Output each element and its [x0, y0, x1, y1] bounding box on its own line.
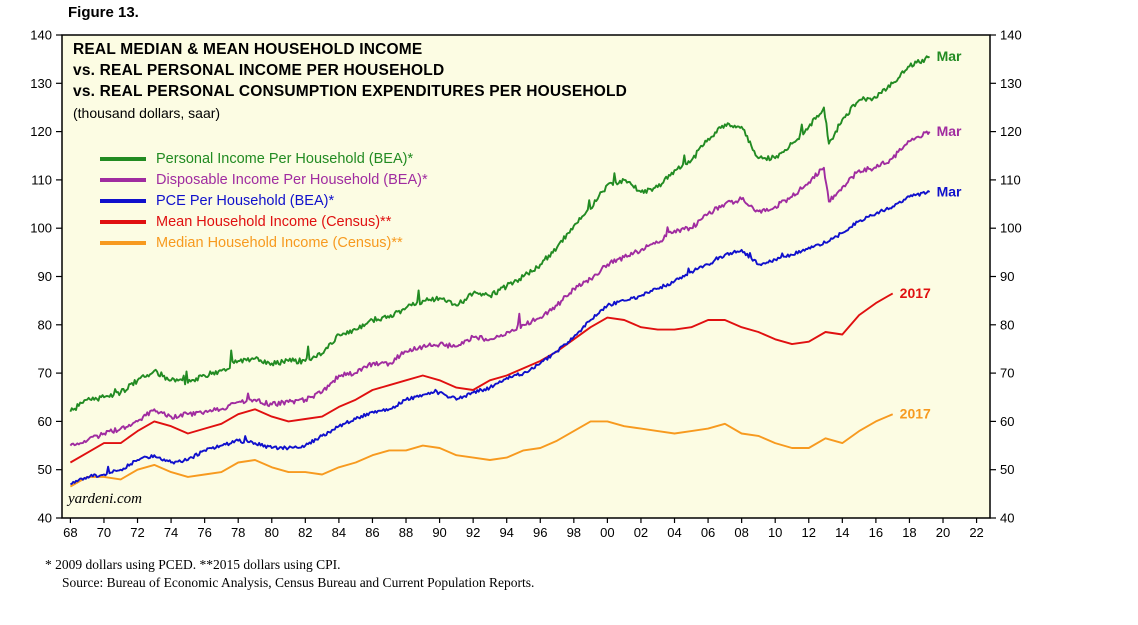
series-end-label-personal-income-per-household-bea: Mar [937, 48, 962, 64]
x-axis-label: 06 [701, 525, 715, 540]
x-axis-label: 04 [667, 525, 681, 540]
series-line-personal-income-per-household-bea [69, 55, 931, 413]
x-axis-label: 74 [164, 525, 178, 540]
y-axis-label-left: 140 [30, 28, 52, 43]
x-axis-label: 72 [130, 525, 144, 540]
y-axis-label-left: 50 [38, 462, 52, 477]
footnotes: * 2009 dollars using PCED. **2015 dollar… [45, 556, 534, 591]
y-axis-label-left: 40 [38, 511, 52, 526]
legend-label: Median Household Income (Census)** [156, 234, 403, 251]
y-axis-label-right: 90 [1000, 269, 1014, 284]
legend-label: Disposable Income Per Household (BEA)* [156, 171, 428, 188]
y-axis-label-left: 80 [38, 317, 52, 332]
x-axis-label: 70 [97, 525, 111, 540]
series-line-mean-household-income-census [69, 292, 894, 464]
legend-label: Personal Income Per Household (BEA)* [156, 150, 414, 167]
y-axis-label-left: 110 [31, 172, 52, 187]
y-axis-label-left: 90 [38, 269, 52, 284]
legend-swatch-purple-line [100, 177, 146, 182]
legend-item: Mean Household Income (Census)** [100, 211, 428, 232]
x-axis-label: 08 [734, 525, 748, 540]
legend-item: Disposable Income Per Household (BEA)* [100, 169, 428, 190]
legend-swatch-orange-line [100, 240, 146, 245]
x-axis-label: 20 [936, 525, 950, 540]
figure-label: Figure 13. [68, 4, 139, 21]
x-axis-label: 68 [63, 525, 77, 540]
x-axis-label: 90 [432, 525, 446, 540]
x-axis-label: 12 [802, 525, 816, 540]
plot-area [62, 35, 990, 518]
plot-border [61, 34, 991, 519]
x-axis-label: 18 [902, 525, 916, 540]
x-axis-label: 94 [499, 525, 513, 540]
x-axis-label: 84 [332, 525, 346, 540]
x-axis-label: 22 [969, 525, 983, 540]
y-axis-label-right: 120 [1000, 124, 1022, 139]
x-axis-label: 80 [265, 525, 279, 540]
chart-subtitle: (thousand dollars, saar) [73, 105, 221, 121]
legend-item: PCE Per Household (BEA)* [100, 190, 428, 211]
series-end-label-pce-per-household-bea: Mar [937, 183, 962, 199]
y-axis-label-right: 140 [1000, 28, 1022, 43]
y-axis-label-left: 130 [30, 76, 52, 91]
series-line-pce-per-household-bea [70, 190, 931, 486]
title-line-3: vs. REAL PERSONAL CONSUMPTION EXPENDITUR… [73, 83, 628, 100]
series-end-label-median-household-income-census: 2017 [900, 406, 931, 422]
title-line-1: REAL MEDIAN & MEAN HOUSEHOLD INCOME [73, 41, 423, 58]
y-axis-label-right: 130 [1000, 76, 1022, 91]
legend-label: PCE Per Household (BEA)* [156, 192, 335, 209]
legend-swatch-red-line [100, 219, 146, 224]
series-end-label-disposable-income-per-household-bea: Mar [937, 123, 962, 139]
x-axis-label: 10 [768, 525, 782, 540]
y-axis-label-right: 70 [1000, 366, 1014, 381]
legend-swatch-green-line [100, 156, 146, 161]
series-end-label-mean-household-income-census: 2017 [900, 285, 931, 301]
x-axis-label: 86 [365, 525, 379, 540]
y-axis-label-left: 60 [38, 414, 52, 429]
series-line-median-household-income-census [69, 413, 894, 488]
y-axis-label-left: 120 [30, 124, 52, 139]
series-line-disposable-income-per-household-bea [69, 130, 931, 447]
x-axis-label: 88 [399, 525, 413, 540]
y-axis-label-right: 110 [1000, 172, 1021, 187]
legend: Personal Income Per Household (BEA)* Dis… [100, 148, 428, 253]
y-axis-label-right: 100 [1000, 221, 1022, 236]
x-axis-label: 14 [835, 525, 849, 540]
x-axis-label: 16 [869, 525, 883, 540]
x-axis-label: 02 [634, 525, 648, 540]
y-axis-label-right: 80 [1000, 317, 1014, 332]
x-axis-label: 78 [231, 525, 245, 540]
y-axis-label-left: 100 [30, 221, 52, 236]
x-axis-label: 96 [533, 525, 547, 540]
x-axis-label: 98 [567, 525, 581, 540]
footnote-definitions: * 2009 dollars using PCED. **2015 dollar… [45, 557, 341, 572]
y-axis-label-right: 50 [1000, 462, 1014, 477]
y-axis-label-left: 70 [38, 366, 52, 381]
legend-item: Median Household Income (Census)** [100, 232, 428, 253]
footnote-source: Source: Bureau of Economic Analysis, Cen… [62, 574, 535, 590]
title-line-2: vs. REAL PERSONAL INCOME PER HOUSEHOLD [73, 62, 445, 79]
y-axis-label-right: 60 [1000, 414, 1014, 429]
watermark: yardeni.com [68, 491, 143, 507]
chart-title: REAL MEDIAN & MEAN HOUSEHOLD INCOME vs. … [73, 39, 627, 121]
x-axis-label: 82 [298, 525, 312, 540]
y-axis-label-right: 40 [1000, 511, 1014, 526]
x-axis-label: 00 [600, 525, 614, 540]
legend-item: Personal Income Per Household (BEA)* [100, 148, 428, 169]
x-axis-label: 76 [197, 525, 211, 540]
legend-swatch-blue-line [100, 198, 146, 203]
legend-label: Mean Household Income (Census)** [156, 213, 392, 230]
x-axis-label: 92 [466, 525, 480, 540]
